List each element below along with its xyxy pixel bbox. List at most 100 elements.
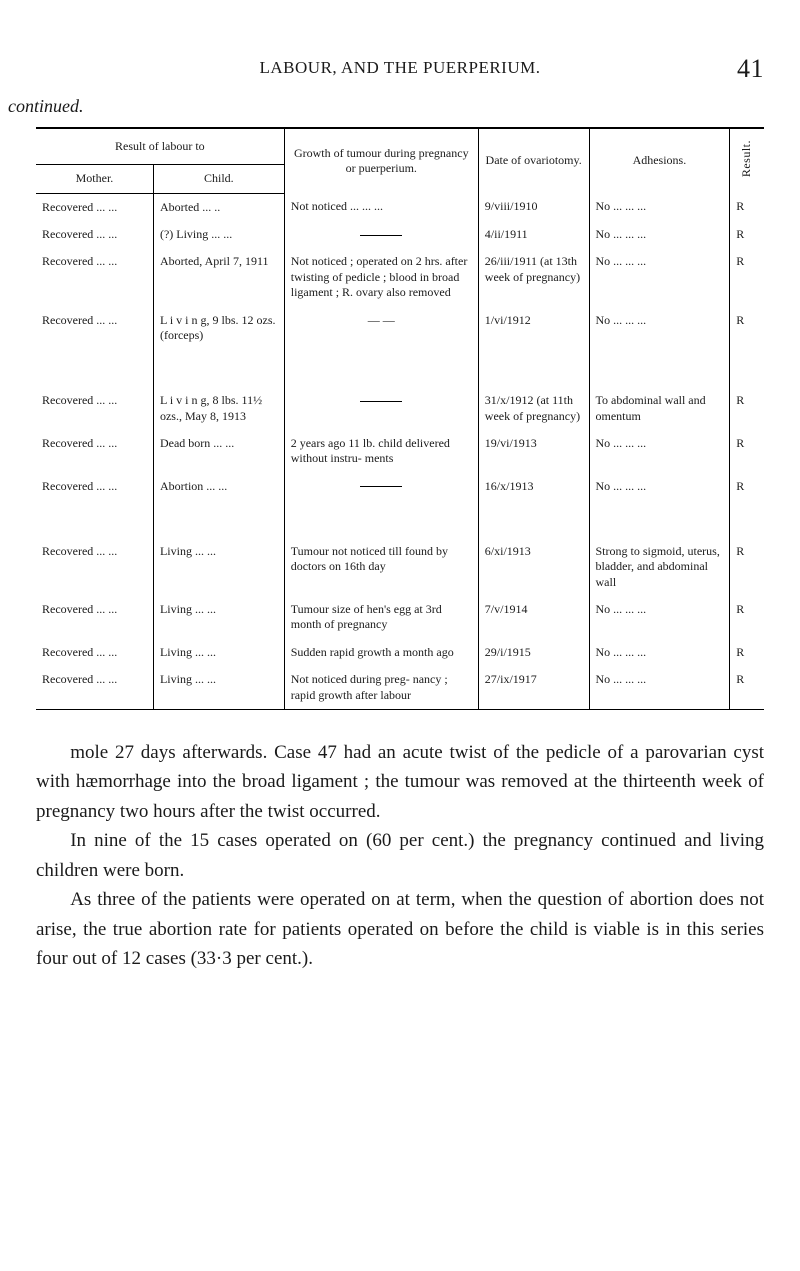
cell-adhesions: To abdominal wall and omentum: [589, 387, 730, 430]
cell-child: Living ... ...: [153, 538, 284, 596]
cell-adhesions: No ... ... ...: [589, 596, 730, 639]
cell-growth: 2 years ago 11 lb. child delivered witho…: [284, 430, 478, 473]
long-dash: [360, 486, 402, 487]
cell-result: R: [730, 248, 764, 306]
cell-growth: Not noticed during preg- nancy ; rapid g…: [284, 666, 478, 709]
running-head: LABOUR, AND THE PUERPERIUM. 41: [36, 58, 764, 78]
cell-growth: Tumour not noticed till found by doctors…: [284, 538, 478, 596]
cell-adhesions: No ... ... ...: [589, 430, 730, 473]
cell-date: 27/ix/1917: [478, 666, 589, 709]
col-header-adhesions: Adhesions.: [589, 129, 730, 194]
page-number: 41: [737, 54, 764, 84]
running-title: LABOUR, AND THE PUERPERIUM.: [260, 58, 541, 78]
col-header-result-text: Result.: [739, 140, 754, 177]
cell-mother: Recovered ... ...: [36, 639, 153, 666]
continued-label: continued.: [8, 96, 764, 117]
cell-mother: Recovered ... ...: [36, 193, 153, 221]
cell-result: R: [730, 639, 764, 666]
table-row: Recovered ... ...Aborted, April 7, 1911N…: [36, 248, 764, 306]
cell-date: 7/v/1914: [478, 596, 589, 639]
gap-cell: [730, 500, 764, 538]
gap-cell: [153, 349, 284, 387]
col-header-result: Result.: [730, 129, 764, 194]
cell-growth: Tumour size of hen's egg at 3rd month of…: [284, 596, 478, 639]
table-row: Recovered ... ...Aborted ... ..Not notic…: [36, 193, 764, 221]
cell-growth: Not noticed ... ... ...: [284, 193, 478, 221]
table-row: Recovered ... ...Abortion ... ...16/x/19…: [36, 473, 764, 500]
cell-adhesions: No ... ... ...: [589, 193, 730, 221]
cell-result: R: [730, 596, 764, 639]
cell-adhesions: No ... ... ...: [589, 473, 730, 500]
cell-child: L i v i n g, 9 lbs. 12 ozs. (forceps): [153, 307, 284, 350]
cell-child: (?) Living ... ...: [153, 221, 284, 248]
gap-cell: [478, 349, 589, 387]
cell-growth: [284, 473, 478, 500]
cell-date: 1/vi/1912: [478, 307, 589, 350]
gap-cell: [284, 500, 478, 538]
cell-mother: Recovered ... ...: [36, 666, 153, 709]
cell-growth: [284, 221, 478, 248]
paragraph-2: In nine of the 15 cases operated on (60 …: [36, 826, 764, 885]
cell-date: 31/x/1912 (at 11th week of pregnancy): [478, 387, 589, 430]
cell-mother: Recovered ... ...: [36, 387, 153, 430]
col-header-mother: Mother.: [36, 165, 153, 193]
cell-child: Dead born ... ...: [153, 430, 284, 473]
cell-adhesions: No ... ... ...: [589, 307, 730, 350]
cell-child: Abortion ... ...: [153, 473, 284, 500]
cell-mother: Recovered ... ...: [36, 473, 153, 500]
cell-mother: Recovered ... ...: [36, 538, 153, 596]
table-row: Recovered ... ...Living ... ...Tumour si…: [36, 596, 764, 639]
cell-child: Living ... ...: [153, 639, 284, 666]
cell-adhesions: No ... ... ...: [589, 639, 730, 666]
gap-cell: [36, 349, 153, 387]
gap-cell: [478, 500, 589, 538]
long-dash: [360, 401, 402, 402]
col-header-child: Child.: [153, 165, 284, 193]
cell-result: R: [730, 666, 764, 709]
table-head: Result of labour to Growth of tumour dur…: [36, 129, 764, 194]
table-row: Recovered ... ...Living ... ...Sudden ra…: [36, 639, 764, 666]
gap-cell: [284, 349, 478, 387]
table-row: Recovered ... ...Living ... ...Tumour no…: [36, 538, 764, 596]
cell-growth: — —: [284, 307, 478, 350]
cell-date: 9/viii/1910: [478, 193, 589, 221]
cell-date: 4/ii/1911: [478, 221, 589, 248]
table-row: Recovered ... ...Dead born ... ...2 year…: [36, 430, 764, 473]
col-header-date: Date of ovariotomy.: [478, 129, 589, 194]
table-row: [36, 500, 764, 538]
cell-mother: Recovered ... ...: [36, 430, 153, 473]
long-dash: [360, 235, 402, 236]
table-row: Recovered ... ...L i v i n g, 9 lbs. 12 …: [36, 307, 764, 350]
table-row: Recovered ... ...L i v i n g, 8 lbs. 11½…: [36, 387, 764, 430]
cell-result: R: [730, 473, 764, 500]
cell-mother: Recovered ... ...: [36, 221, 153, 248]
table-row: [36, 349, 764, 387]
gap-cell: [36, 500, 153, 538]
gap-cell: [153, 500, 284, 538]
cell-result: R: [730, 307, 764, 350]
col-header-growth: Growth of tumour during pregnancy or pue…: [284, 129, 478, 194]
cell-child: Aborted ... ..: [153, 193, 284, 221]
bottom-rule: [36, 709, 764, 710]
cell-date: 19/vi/1913: [478, 430, 589, 473]
cell-growth: Not noticed ; operated on 2 hrs. after t…: [284, 248, 478, 306]
cell-date: 6/xi/1913: [478, 538, 589, 596]
cell-child: Living ... ...: [153, 666, 284, 709]
gap-cell: [730, 349, 764, 387]
cell-growth: Sudden rapid growth a month ago: [284, 639, 478, 666]
page: LABOUR, AND THE PUERPERIUM. 41 continued…: [0, 0, 800, 1013]
cell-adhesions: Strong to sigmoid, uterus, bladder, and …: [589, 538, 730, 596]
body-text: mole 27 days afterwards. Case 47 had an …: [36, 738, 764, 974]
cell-result: R: [730, 430, 764, 473]
table-row: Recovered ... ...(?) Living ... ... 4/ii/…: [36, 221, 764, 248]
cell-mother: Recovered ... ...: [36, 248, 153, 306]
cell-result: R: [730, 387, 764, 430]
cell-result: R: [730, 221, 764, 248]
cell-result: R: [730, 538, 764, 596]
cell-date: 29/i/1915: [478, 639, 589, 666]
cell-result: R: [730, 193, 764, 221]
cell-date: 26/iii/1911 (at 13th week of pregnancy): [478, 248, 589, 306]
cell-adhesions: No ... ... ...: [589, 666, 730, 709]
table-row: Recovered ... ...Living ... ...Not notic…: [36, 666, 764, 709]
cell-mother: Recovered ... ...: [36, 307, 153, 350]
